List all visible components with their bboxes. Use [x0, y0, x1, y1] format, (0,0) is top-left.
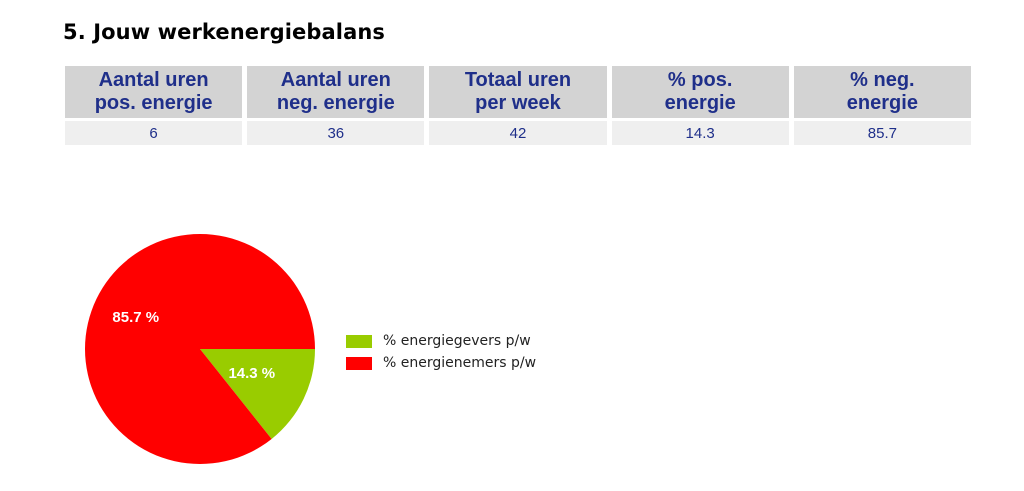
header-pos-energy-hours: Aantal uren pos. energie	[65, 66, 243, 118]
legend-label-energiegevers: % energiegevers p/w	[383, 333, 531, 349]
legend-label-energienemers: % energienemers p/w	[383, 355, 537, 371]
table-row: 6 36 42 14.3 85.7	[65, 121, 971, 145]
value-neg-energy-hours: 36	[247, 121, 425, 145]
legend-item-energienemers: % energienemers p/w	[346, 352, 536, 374]
energy-summary-table: Aantal uren pos. energie Aantal uren neg…	[60, 63, 976, 148]
pie-slice-energiegevers	[200, 349, 315, 439]
header-total-hours: Totaal uren per week	[429, 66, 607, 118]
legend-swatch-energiegevers	[346, 334, 372, 348]
table-header-row: Aantal uren pos. energie Aantal uren neg…	[65, 66, 971, 118]
energy-pie-chart: 14.3 % 85.7 %	[84, 233, 315, 464]
value-neg-energy-percent: 85.7	[793, 121, 971, 145]
legend-item-energiegevers: % energiegevers p/w	[346, 330, 536, 352]
header-pos-energy-percent: % pos. energie	[611, 66, 789, 118]
pie-slice-energienemers	[84, 233, 315, 464]
pie-label-energiegevers: 14.3 %	[228, 365, 275, 382]
header-neg-energy-percent: % neg. energie	[793, 66, 971, 118]
chart-legend: % energiegevers p/w % energienemers p/w	[346, 330, 536, 374]
legend-swatch-energienemers	[346, 356, 372, 370]
pie-label-energienemers: 85.7 %	[112, 309, 159, 326]
header-neg-energy-hours: Aantal uren neg. energie	[247, 66, 425, 118]
value-pos-energy-hours: 6	[65, 121, 243, 145]
value-total-hours: 42	[429, 121, 607, 145]
value-pos-energy-percent: 14.3	[611, 121, 789, 145]
section-title: 5. Jouw werkenergiebalans	[63, 20, 385, 44]
